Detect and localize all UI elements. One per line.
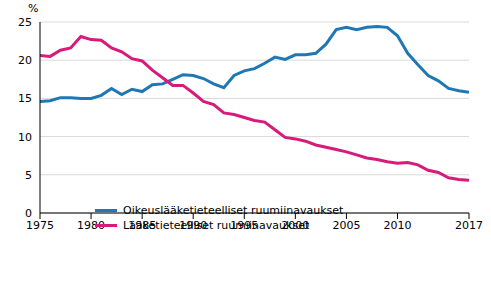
svg-text:2000: 2000 (281, 219, 309, 232)
svg-text:1995: 1995 (230, 219, 258, 232)
svg-text:5: 5 (25, 169, 32, 182)
svg-text:2010: 2010 (384, 219, 412, 232)
svg-text:2005: 2005 (332, 219, 360, 232)
svg-text:1990: 1990 (179, 219, 207, 232)
svg-text:1980: 1980 (77, 219, 105, 232)
svg-text:0: 0 (25, 207, 32, 220)
svg-text:10: 10 (18, 131, 32, 144)
svg-text:1985: 1985 (128, 219, 156, 232)
svg-text:20: 20 (18, 54, 32, 67)
svg-text:15: 15 (18, 92, 32, 105)
svg-text:1975: 1975 (26, 219, 54, 232)
svg-text:25: 25 (18, 16, 32, 29)
svg-text:2017: 2017 (455, 219, 483, 232)
